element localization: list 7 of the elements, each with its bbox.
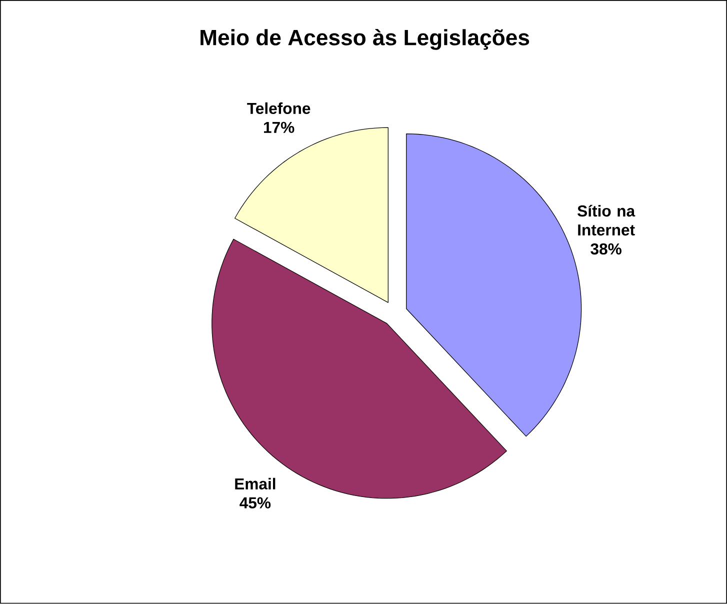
slice-label: Email bbox=[235, 478, 276, 490]
data-label: 17% bbox=[264, 122, 294, 134]
slice-label: Sítio na Internet bbox=[578, 205, 636, 236]
chart-title: Meio de Acesso às Legislações bbox=[200, 29, 530, 50]
data-label: 38% bbox=[590, 244, 622, 255]
data-label: 45% bbox=[240, 497, 271, 509]
slice-label: Telefone bbox=[247, 102, 310, 114]
